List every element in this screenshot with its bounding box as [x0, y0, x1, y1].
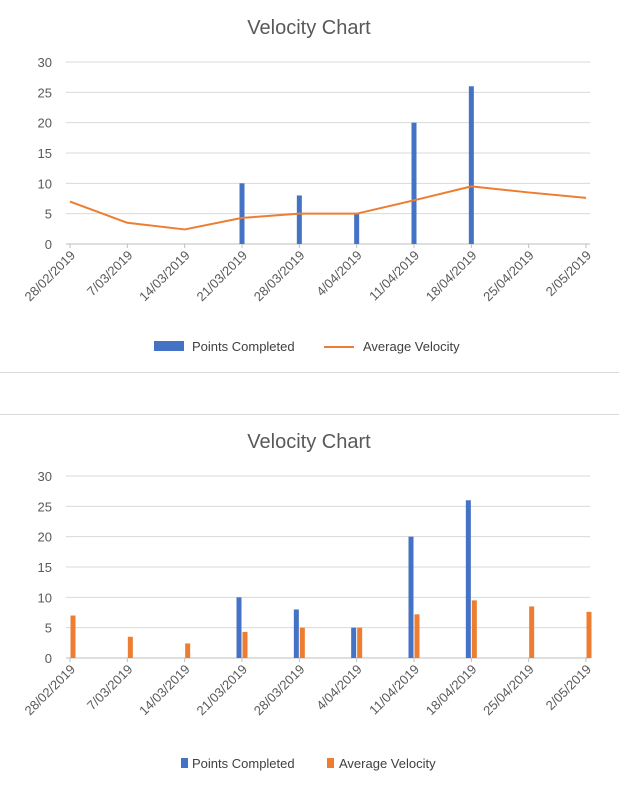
- chart-title: Velocity Chart: [247, 17, 371, 39]
- bar-points-completed: [293, 609, 299, 658]
- bar-average-velocity: [299, 627, 305, 658]
- y-tick-label: 20: [38, 116, 52, 131]
- bar-average-velocity: [471, 600, 477, 658]
- velocity-chart-2: Velocity Chart 0 5 10 15 20 25 30 28/02/2019 7/03…: [0, 414, 619, 786]
- line-average-velocity: [69, 185, 587, 231]
- bar-average-velocity: [357, 627, 363, 658]
- bar-average-velocity: [242, 631, 248, 658]
- chart-separator-top: [0, 372, 619, 373]
- bar-points-completed: [354, 213, 360, 244]
- bar-average-velocity: [185, 643, 191, 658]
- x-tick-label: 11/04/2019: [366, 248, 422, 304]
- bar-points-completed: [468, 86, 474, 245]
- y-tick-label: 30: [38, 469, 52, 484]
- legend-swatch-points-completed: [154, 341, 184, 351]
- bar-average-velocity: [70, 615, 76, 658]
- velocity-chart-1-svg: Velocity Chart 0 5 10 15 20 25 30 28/02/2019 7/03…: [21, 17, 595, 354]
- y-tick-label: 15: [38, 560, 52, 575]
- y-tick-label: 10: [38, 176, 52, 191]
- bar-points-completed: [296, 195, 302, 244]
- x-tick-label: 2/05/2019: [543, 662, 595, 714]
- velocity-chart-1: Velocity Chart 0 5 10 15 20 25 30 28/02/2019 7/03…: [0, 0, 619, 372]
- bar-points-completed: [351, 627, 357, 658]
- legend-label-average-velocity: Average Velocity: [339, 756, 436, 771]
- x-tick-label: 14/03/2019: [136, 662, 193, 719]
- bar-average-velocity: [586, 611, 592, 658]
- y-tick-label: 5: [45, 621, 52, 636]
- x-tick-label: 4/04/2019: [313, 662, 365, 714]
- y-tick-label: 0: [45, 237, 52, 252]
- velocity-chart-2-svg: Velocity Chart 0 5 10 15 20 25 30 28/02/2019 7/03…: [21, 431, 595, 771]
- x-tick-label: 28/02/2019: [21, 248, 78, 305]
- y-tick-label: 20: [38, 530, 52, 545]
- x-tick-label: 28/03/2019: [251, 662, 308, 719]
- x-tick-label: 11/04/2019: [366, 662, 422, 718]
- legend-label-points-completed: Points Completed: [192, 339, 295, 354]
- x-tick-label: 4/04/2019: [313, 248, 365, 300]
- bar-points-completed: [408, 536, 414, 658]
- x-tick-label: 7/03/2019: [84, 662, 136, 714]
- bar-points-completed: [239, 183, 245, 244]
- x-tick-label: 28/03/2019: [251, 248, 308, 305]
- bar-points-completed: [411, 122, 417, 244]
- x-tick-label: 18/04/2019: [423, 662, 480, 719]
- legend-label-average-velocity: Average Velocity: [363, 339, 460, 354]
- legend-label-points-completed: Points Completed: [192, 756, 295, 771]
- y-tick-label: 25: [38, 85, 52, 100]
- legend-swatch-average-velocity: [327, 758, 334, 768]
- x-tick-label: 14/03/2019: [136, 248, 193, 305]
- x-tick-label: 7/03/2019: [84, 248, 136, 300]
- y-tick-label: 5: [45, 207, 52, 222]
- bar-average-velocity: [529, 606, 535, 658]
- x-tick-label: 2/05/2019: [543, 248, 595, 300]
- x-tick-label: 21/03/2019: [193, 662, 250, 719]
- y-tick-label: 0: [45, 651, 52, 666]
- bar-average-velocity: [127, 636, 133, 658]
- x-tick-label: 25/04/2019: [480, 248, 537, 305]
- chart-title: Velocity Chart: [247, 431, 371, 453]
- chart-separator-bottom: [0, 414, 619, 415]
- x-tick-label: 28/02/2019: [21, 662, 78, 719]
- legend-swatch-points-completed: [181, 758, 188, 768]
- x-tick-label: 25/04/2019: [480, 662, 537, 719]
- y-tick-label: 15: [38, 146, 52, 161]
- x-tick-label: 18/04/2019: [423, 248, 480, 305]
- bar-points-completed: [465, 500, 471, 658]
- bar-average-velocity: [414, 614, 420, 658]
- x-tick-label: 21/03/2019: [193, 248, 250, 305]
- bar-points-completed: [236, 597, 242, 658]
- y-tick-label: 25: [38, 499, 52, 514]
- y-tick-label: 30: [38, 55, 52, 70]
- y-tick-label: 10: [38, 590, 52, 605]
